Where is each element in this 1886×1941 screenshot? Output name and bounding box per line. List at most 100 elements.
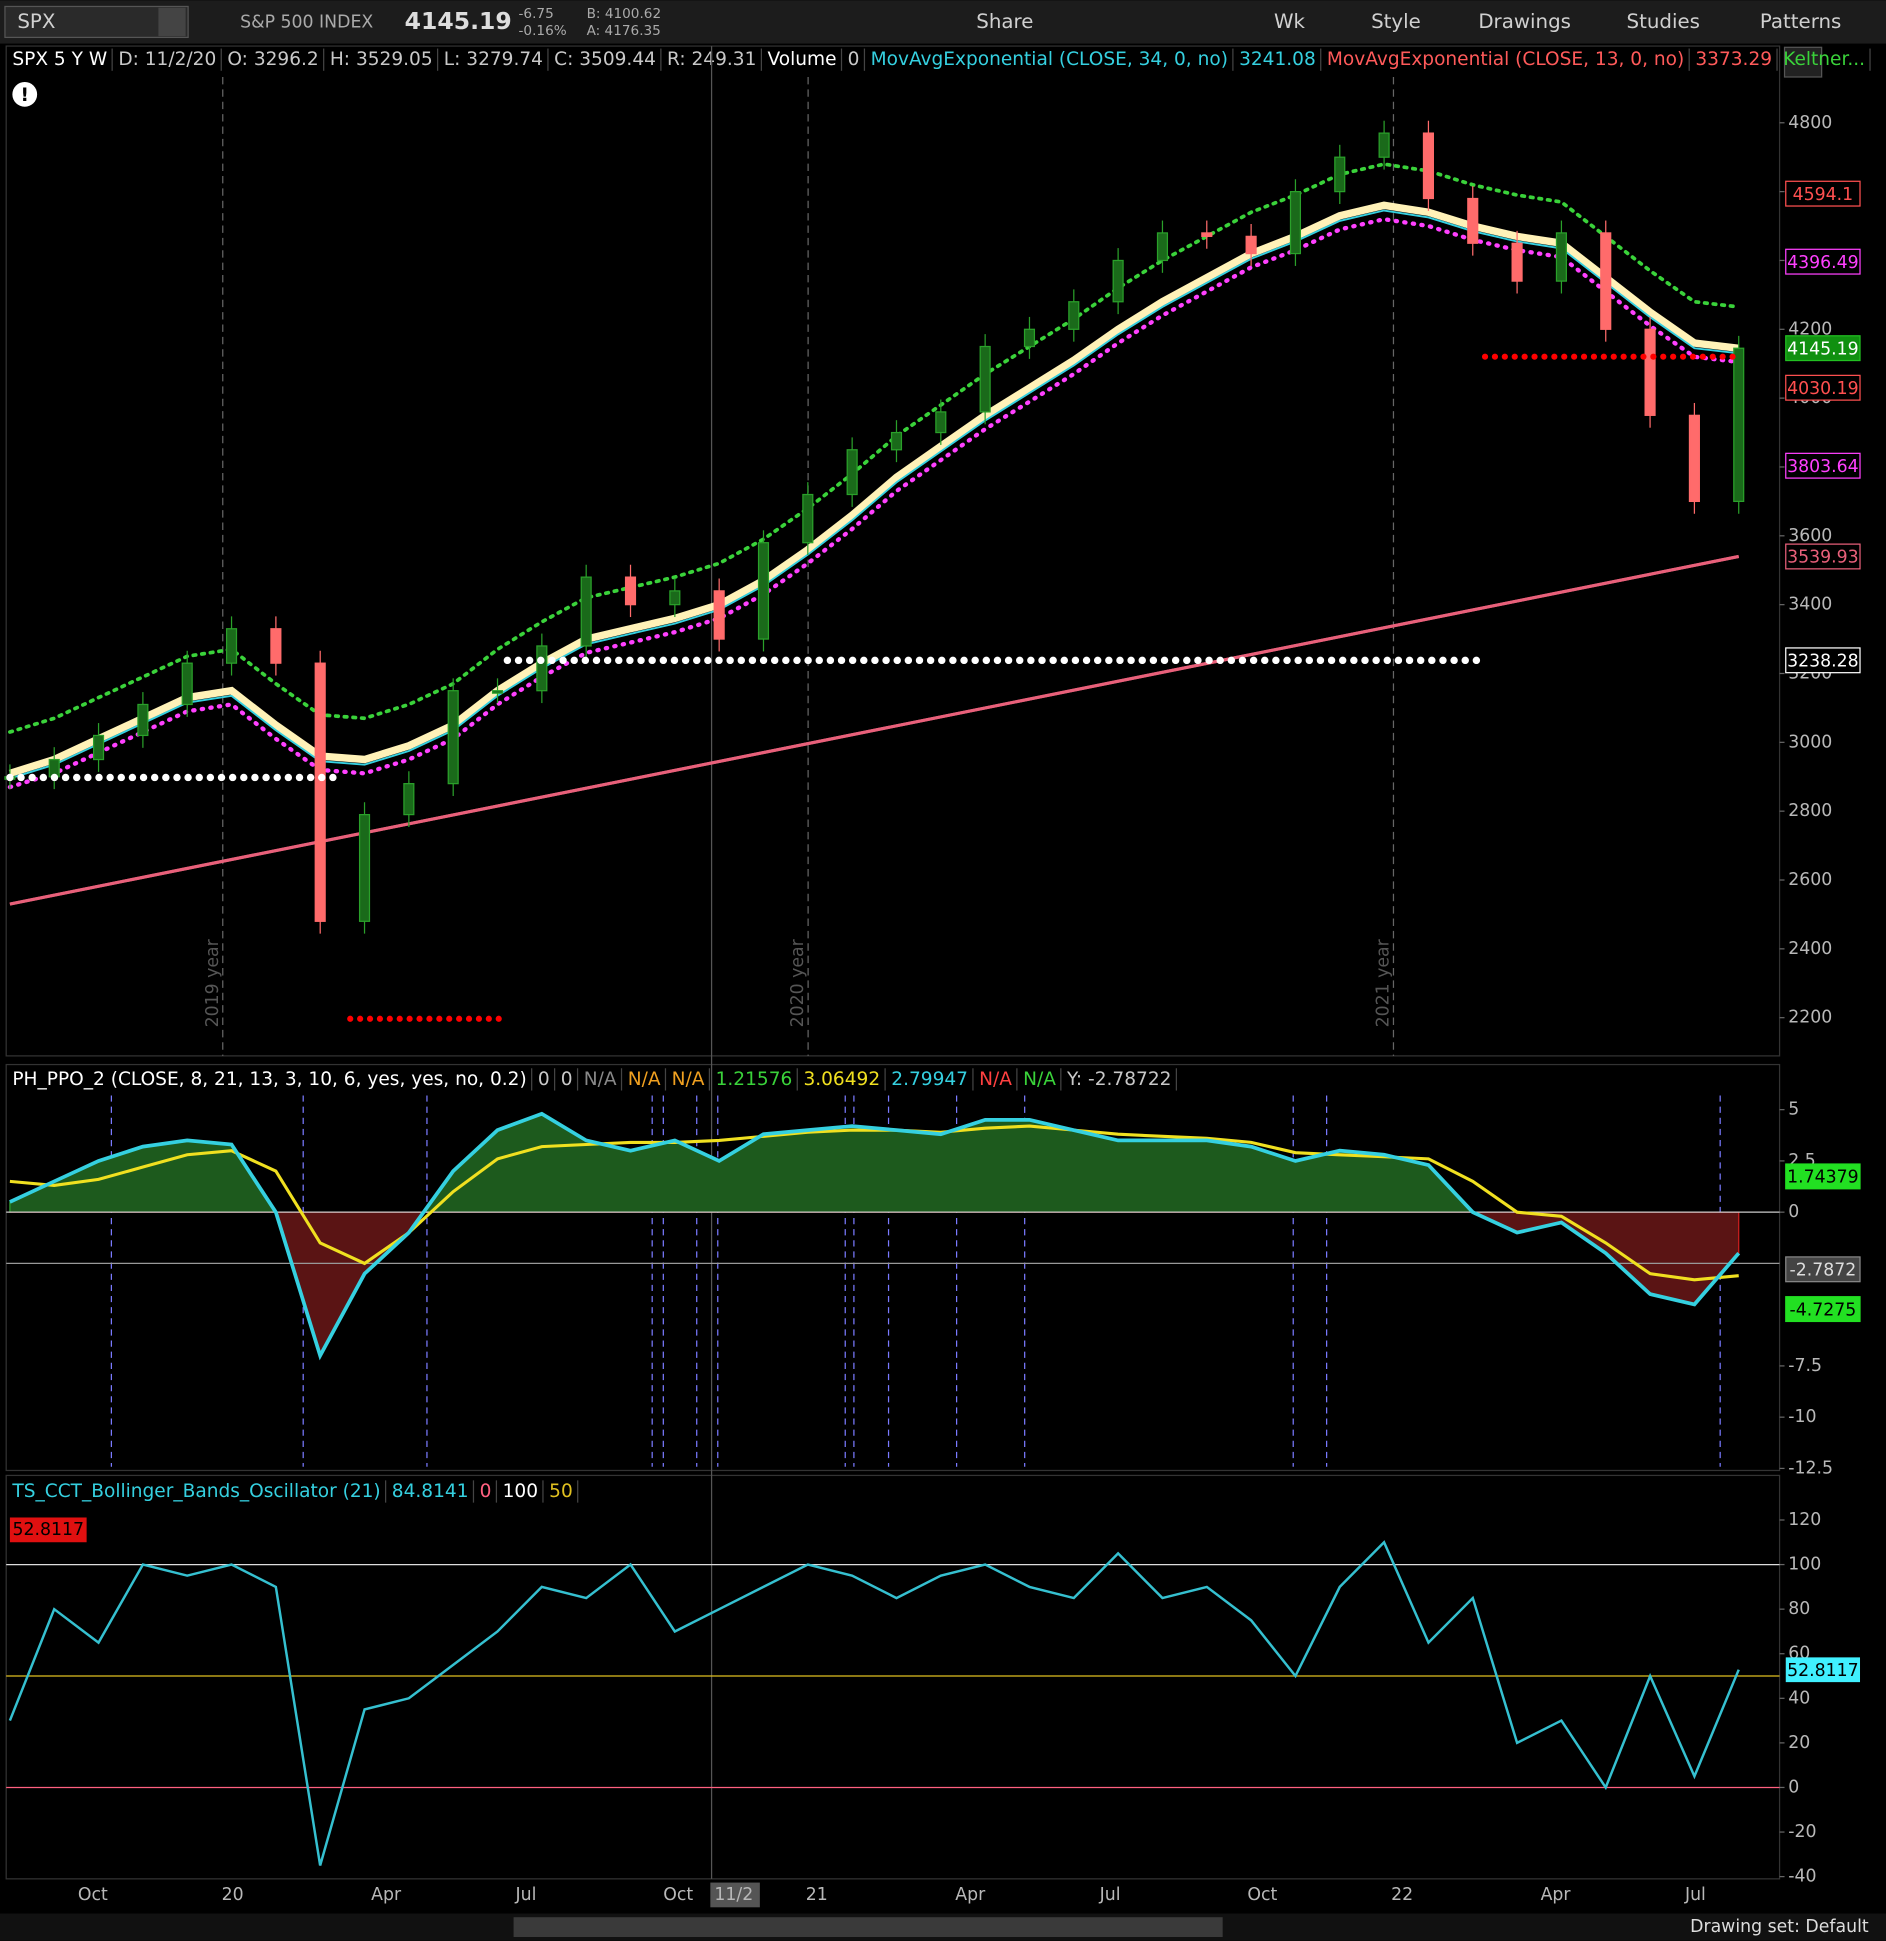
candle [802, 493, 814, 544]
candle [1733, 347, 1745, 503]
toolbar-button[interactable]: Share [976, 10, 1033, 33]
value-badge [1785, 1657, 1861, 1683]
candle [447, 690, 459, 785]
toolbar-button[interactable]: Studies [1627, 10, 1700, 33]
price-badge-label: 4396.49 [1787, 253, 1859, 273]
legend-entry: 0 [561, 1069, 573, 1090]
change: -6.75 [519, 6, 554, 22]
candle [1511, 242, 1523, 282]
candle [536, 645, 548, 692]
toolbar-button[interactable]: Style [1371, 10, 1421, 33]
ema-cyan [9, 209, 1739, 780]
price-panel [5, 45, 1781, 1057]
scrollbar[interactable] [513, 1917, 1223, 1938]
candle [1467, 197, 1479, 244]
legend-entry: O: 3296.2 [227, 49, 318, 70]
legend-entry: 0 [480, 1481, 492, 1502]
x-tick-label: 20 [222, 1885, 244, 1905]
candle [314, 662, 326, 922]
symbol-box[interactable] [4, 5, 189, 39]
candle [225, 628, 238, 664]
y-tick-label: 3600 [1788, 526, 1832, 546]
bid: B: 4100.62 [587, 6, 662, 22]
candle [1422, 132, 1434, 200]
value-badge-label: 52.8117 [12, 1520, 84, 1540]
legend-entry: 1.21576 [716, 1069, 793, 1090]
legend-entry: N/A [979, 1069, 1012, 1090]
legend-entry: C: 3509.44 [554, 49, 656, 70]
description: S&P 500 INDEX [240, 13, 373, 33]
signal-line [9, 1124, 1739, 1282]
value-badge [1785, 1256, 1861, 1283]
legend-entry: Keltner... [1783, 49, 1865, 70]
candle [403, 783, 415, 816]
legend-entry: 100 [503, 1481, 538, 1502]
year-label: 2020 year [788, 938, 808, 1027]
price-badge-label: 3803.64 [1787, 457, 1859, 477]
price-badge-label: 4594.1 [1793, 185, 1854, 205]
candle [1068, 301, 1080, 330]
y-tick-label: -7.5 [1788, 1356, 1822, 1376]
y-tick-label: 0 [1788, 1777, 1799, 1797]
legend-entry: 0 [848, 49, 860, 70]
toolbar-button[interactable]: Drawings [1478, 10, 1571, 33]
toolbar-button[interactable]: Patterns [1760, 10, 1842, 33]
candle [1023, 328, 1036, 348]
legend-entry: 0 [538, 1069, 550, 1090]
candle [358, 813, 371, 922]
x-tick-label: 21 [806, 1885, 828, 1905]
legend-entry: 2.79947 [891, 1069, 968, 1090]
candle [181, 662, 193, 706]
legend-entry: N/A [1023, 1069, 1056, 1090]
y-tick-label: 2800 [1788, 801, 1832, 821]
legend-entry: SPX 5 Y W [12, 49, 107, 70]
legend-entry: MovAvgExponential (CLOSE, 34, 0, no) [871, 49, 1228, 70]
toolbar-button[interactable]: Wk [1274, 10, 1306, 33]
y-tick-label: 4200 [1788, 319, 1832, 339]
toolbar [0, 0, 1886, 44]
legend-entry: 3373.29 [1695, 49, 1772, 70]
x-tick-label: 11/2 [714, 1885, 753, 1905]
candle [1600, 232, 1612, 330]
legend-entry: 50 [549, 1481, 573, 1502]
candle [1378, 132, 1390, 158]
candle [1245, 235, 1257, 255]
value-badge-label: 52.8117 [1787, 1661, 1859, 1681]
symbol-dropdown[interactable] [158, 7, 186, 37]
legend-entry: D: 11/2/20 [118, 49, 216, 70]
y-tick-label: 2400 [1788, 939, 1832, 959]
x-tick-label: Jul [515, 1885, 537, 1905]
legend-entry: 3.06492 [803, 1069, 880, 1090]
legend-entry: PH_PPO_2 (CLOSE, 8, 21, 13, 3, 10, 6, ye… [12, 1069, 526, 1090]
legend-entry: H: 3529.05 [330, 49, 433, 70]
value-badge-label: -4.7275 [1789, 1300, 1856, 1320]
alert-mark: ! [21, 85, 29, 106]
legend-entry: Volume [768, 49, 837, 70]
y-tick-label: 0 [1788, 1202, 1799, 1222]
price-badge [1785, 248, 1861, 275]
legend-entry: N/A [584, 1069, 617, 1090]
osc-panel [5, 1474, 1781, 1880]
y-tick-label: 3400 [1788, 595, 1832, 615]
candle [935, 411, 947, 434]
expand-button[interactable] [1783, 46, 1823, 78]
candle [757, 542, 770, 640]
x-tick-label: Oct [78, 1885, 108, 1905]
y-tick-label: 40 [1788, 1688, 1810, 1708]
year-label: 2019 year [203, 938, 223, 1027]
value-badge-label: 1.74379 [1787, 1168, 1859, 1188]
x-tick-label: Apr [955, 1885, 986, 1905]
candle [979, 345, 991, 413]
ask: A: 4176.35 [587, 23, 661, 39]
y-tick-label: 100 [1788, 1555, 1821, 1575]
drawing-set[interactable]: Drawing set: Default [1690, 1917, 1869, 1937]
sma-line-fix [9, 554, 1740, 906]
legend-entry: 84.8141 [392, 1481, 469, 1502]
price-badge [1785, 647, 1861, 674]
y-tick-label: 2200 [1788, 1008, 1832, 1028]
alert-icon[interactable] [12, 81, 38, 107]
y-tick-label: -20 [1788, 1822, 1816, 1842]
